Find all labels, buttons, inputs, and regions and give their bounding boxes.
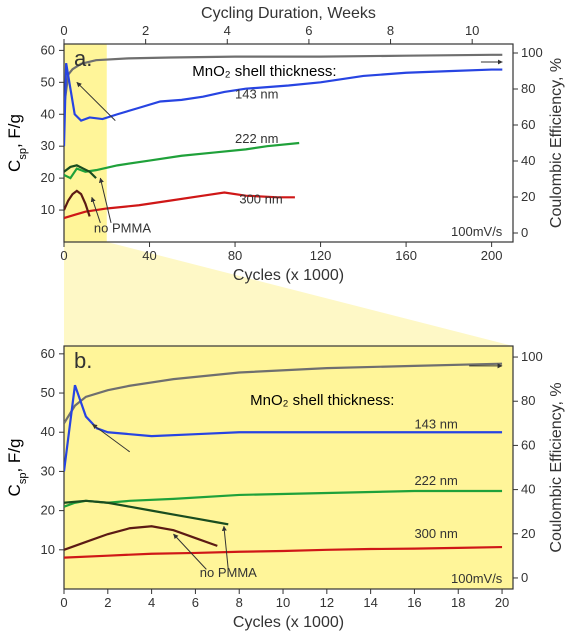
ytick-a: 60 [41, 42, 55, 57]
ytick-a: 30 [41, 138, 55, 153]
legend-title-a: MnO₂ shell thickness: [192, 63, 336, 80]
panel-letter-b: b. [74, 348, 92, 373]
xtick-b: 6 [192, 595, 199, 610]
y2tick-b: 60 [521, 437, 535, 452]
ytick-a: 10 [41, 202, 55, 217]
ytick-b: 60 [41, 346, 55, 361]
scan-rate-a: 100mV/s [451, 224, 503, 239]
no-pmma-label-a: no PMMA [94, 220, 151, 235]
legend-title-b: MnO₂ shell thickness: [250, 392, 394, 409]
y2tick-b: 100 [521, 349, 543, 364]
xtick-a: 80 [228, 248, 242, 263]
y2label-a: Coulombic Efficiency, % [548, 58, 565, 228]
label-222-a: 222 nm [235, 131, 278, 146]
xtick-top-a: 2 [142, 23, 149, 38]
xtick-a: 160 [395, 248, 417, 263]
xtick-b: 0 [60, 595, 67, 610]
panel-letter-a: a. [74, 46, 92, 71]
ylabel-a: Csp, F/g [5, 114, 29, 172]
xtick-b: 18 [451, 595, 465, 610]
xtick-b: 12 [320, 595, 334, 610]
y2tick-b: 40 [521, 482, 535, 497]
y2tick-b: 80 [521, 393, 535, 408]
xtick-b: 14 [363, 595, 377, 610]
label-300-b: 300 nm [414, 526, 457, 541]
xtick-b: 20 [495, 595, 509, 610]
y2tick-a: 0 [521, 225, 528, 240]
xtick-top-a: 0 [60, 23, 67, 38]
ytick-a: 20 [41, 170, 55, 185]
scan-rate-b: 100mV/s [451, 571, 503, 586]
ytick-b: 30 [41, 463, 55, 478]
ytick-b: 50 [41, 385, 55, 400]
xtick-a: 120 [310, 248, 332, 263]
y2tick-b: 0 [521, 570, 528, 585]
label-143-a: 143 nm [235, 86, 278, 101]
xtick-top-a: 6 [305, 23, 312, 38]
plot-bg-b [64, 346, 513, 589]
y2tick-a: 40 [521, 153, 535, 168]
y2tick-a: 20 [521, 189, 535, 204]
label-143-b: 143 nm [414, 416, 457, 431]
xtick-top-a: 8 [387, 23, 394, 38]
ytick-a: 50 [41, 74, 55, 89]
xtick-b: 2 [104, 595, 111, 610]
ytick-a: 40 [41, 106, 55, 121]
y2tick-a: 100 [521, 45, 543, 60]
ytick-b: 20 [41, 503, 55, 518]
xtick-b: 10 [276, 595, 290, 610]
ylabel-b: Csp, F/g [5, 439, 29, 497]
y2tick-b: 20 [521, 526, 535, 541]
xtick-top-a: 10 [465, 23, 479, 38]
xtick-a: 40 [142, 248, 156, 263]
xtick-a: 200 [481, 248, 503, 263]
xtick-b: 16 [407, 595, 421, 610]
xlabel-a: Cycles (x 1000) [233, 267, 344, 284]
label-222-b: 222 nm [414, 473, 457, 488]
y2tick-a: 60 [521, 117, 535, 132]
xtick-b: 4 [148, 595, 155, 610]
ytick-b: 10 [41, 542, 55, 557]
xlabel-top-a: Cycling Duration, Weeks [201, 5, 376, 22]
xtick-b: 8 [236, 595, 243, 610]
zoom-wedge [64, 242, 513, 346]
xtick-top-a: 4 [224, 23, 231, 38]
y2tick-a: 80 [521, 81, 535, 96]
figure-svg: 04080120160200Cycles (x 1000)0246810Cycl… [0, 0, 575, 637]
label-300-a: 300 nm [239, 192, 282, 207]
xlabel-b: Cycles (x 1000) [233, 614, 344, 631]
xtick-a: 0 [60, 248, 67, 263]
y2label-b: Coulombic Efficiency, % [548, 382, 565, 552]
ytick-b: 40 [41, 424, 55, 439]
